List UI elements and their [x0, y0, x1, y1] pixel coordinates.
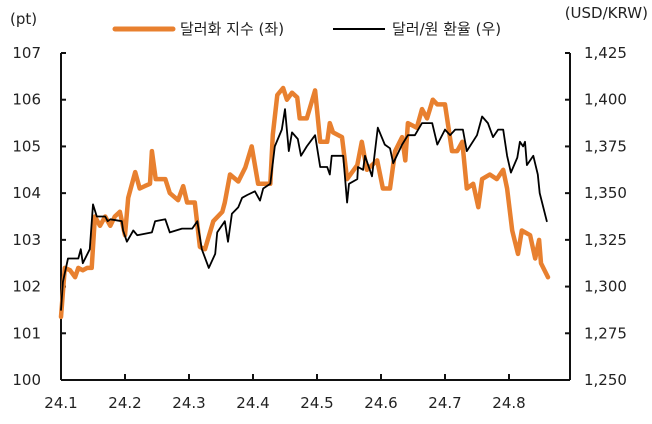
left-tick-label: 103	[12, 231, 41, 249]
left-tick-label: 106	[12, 91, 41, 109]
right-tick-label: 1,350	[584, 184, 627, 202]
x-tick-label: 24.8	[492, 394, 525, 412]
right-axis-unit: (USD/KRW)	[565, 4, 648, 22]
right-tick-label: 1,250	[584, 371, 627, 389]
series-line-dollar-index	[58, 85, 551, 320]
right-tick-label: 1,425	[584, 44, 627, 62]
legend-label-dollar-index: 달러화 지수 (좌)	[180, 20, 284, 38]
legend-label-usdkrw: 달러/원 환율 (우)	[392, 20, 501, 38]
series-line-usdkrw	[60, 108, 548, 311]
x-tick-label: 24.2	[108, 394, 141, 412]
x-tick-label: 24.7	[428, 394, 461, 412]
legend: 달러화 지수 (좌) 달러/원 환율 (우)	[112, 20, 501, 38]
right-tick-label: 1,275	[584, 324, 627, 342]
left-tick-label: 104	[12, 184, 41, 202]
left-tick-label: 102	[12, 278, 41, 296]
x-tick-label: 24.1	[44, 394, 77, 412]
x-tick-label: 24.4	[236, 394, 269, 412]
left-tick-label: 107	[12, 44, 41, 62]
right-tick-label: 1,300	[584, 278, 627, 296]
right-tick-label: 1,375	[584, 137, 627, 155]
left-tick-label: 101	[12, 324, 41, 342]
x-tick-label: 24.3	[172, 394, 205, 412]
x-tick-label: 24.6	[364, 394, 397, 412]
left-tick-label: 100	[12, 371, 41, 389]
left-axis-unit: (pt)	[10, 10, 37, 28]
x-tick-label: 24.5	[300, 394, 333, 412]
right-tick-label: 1,400	[584, 91, 627, 109]
right-tick-label: 1,325	[584, 231, 627, 249]
left-tick-label: 105	[12, 137, 41, 155]
